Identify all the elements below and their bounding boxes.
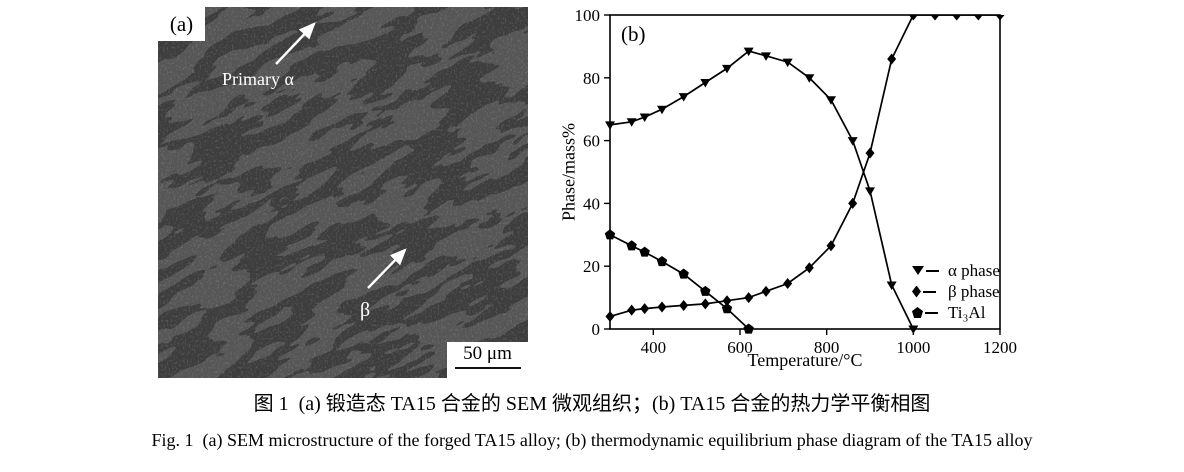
pentagon-icon xyxy=(912,307,923,318)
series-0-marker xyxy=(804,74,815,83)
diamond-icon xyxy=(912,285,921,298)
series-1-marker xyxy=(930,15,940,21)
y-tick-label: 0 xyxy=(592,320,601,339)
series-0-marker xyxy=(847,137,858,146)
series-2-marker xyxy=(721,303,733,314)
primary-alpha-label: Primary α xyxy=(222,69,294,89)
series-0-marker xyxy=(865,187,875,196)
legend-line xyxy=(925,311,938,314)
phase-diagram-plot: 400 600 800 1000 1200 0 20 40 60 80 100 xyxy=(575,6,1018,357)
beta-label: β xyxy=(360,299,370,321)
series-0-marker xyxy=(826,96,836,105)
legend-label: α phase xyxy=(948,260,1000,280)
plot-border xyxy=(609,14,1001,330)
series-2-marker xyxy=(656,255,668,267)
series-0-marker xyxy=(722,64,732,74)
sem-texture-image xyxy=(158,7,528,378)
x-axis-title: Temperature/°C xyxy=(747,350,863,370)
series-1-marker xyxy=(783,277,793,289)
series-0-marker xyxy=(886,281,897,291)
x-tick-label: 1200 xyxy=(983,338,1017,357)
y-tick-label: 80 xyxy=(583,69,600,88)
caption-chinese: 图 1 (a) 锻造态 TA15 合金的 SEM 微观组织；(b) TA15 合… xyxy=(253,393,931,415)
legend-entry-beta: β phase xyxy=(912,281,1000,302)
x-tick-label: 800 xyxy=(814,338,840,357)
beta-arrow xyxy=(367,248,407,289)
series-0-marker xyxy=(626,118,637,127)
series-0-marker xyxy=(678,93,689,102)
series-1-marker xyxy=(627,304,637,316)
series-line-0 xyxy=(609,50,915,330)
series-1-marker xyxy=(848,197,858,209)
series-1-marker xyxy=(657,301,667,313)
series-1-marker xyxy=(887,53,897,65)
panel-a-label: (a) xyxy=(158,7,205,41)
series-2-marker xyxy=(639,246,650,257)
legend-line xyxy=(926,269,939,272)
sem-annotations: Primary α β xyxy=(222,22,407,321)
y-tick-label: 100 xyxy=(575,6,601,25)
legend-entry-ti3al: Ti₃Al xyxy=(912,302,1000,323)
panel-b-label: (b) xyxy=(621,22,646,46)
triangle-down-icon xyxy=(912,266,924,275)
series-2-marker xyxy=(678,268,689,279)
y-tick-label: 60 xyxy=(583,132,600,151)
legend-entry-alpha: α phase xyxy=(912,260,1000,281)
series-1-marker xyxy=(722,295,732,307)
scale-bar-text: 50 μm xyxy=(463,343,512,364)
series-0-marker xyxy=(700,79,711,88)
x-tick-label: 1000 xyxy=(896,338,930,357)
series-1-marker xyxy=(761,285,771,297)
y-tick-label: 40 xyxy=(583,194,600,213)
series-1-marker xyxy=(973,15,983,21)
series-1-marker xyxy=(826,240,836,252)
series-1-marker xyxy=(679,299,689,311)
series-1-marker xyxy=(640,303,650,315)
y-axis-title: Phase/mass% xyxy=(558,123,579,221)
series-0-marker xyxy=(782,58,793,68)
caption-english: Fig. 1 (a) SEM microstructure of the for… xyxy=(151,430,1033,450)
series-1-marker xyxy=(744,292,754,304)
x-tick-label: 600 xyxy=(727,338,753,357)
sem-micrograph-panel: Primary α β (a) 50 μm xyxy=(158,7,528,378)
scale-bar-line xyxy=(454,367,521,369)
series-0-marker xyxy=(743,47,754,57)
legend-label: Ti₃Al xyxy=(948,302,986,322)
legend: α phase β phase Ti₃Al xyxy=(912,260,1000,323)
series-1-marker xyxy=(952,15,962,21)
series-0-marker xyxy=(639,113,650,123)
legend-line xyxy=(923,290,936,293)
series-2-marker xyxy=(626,240,637,251)
series-1-marker xyxy=(865,147,875,159)
primary-alpha-arrow xyxy=(275,22,316,65)
series-1-marker xyxy=(908,15,918,21)
y-tick-label: 20 xyxy=(583,257,600,276)
scale-bar: 50 μm xyxy=(447,342,528,378)
series-2-marker xyxy=(700,285,711,296)
phase-diagram-panel: 400 600 800 1000 1200 0 20 40 60 80 100 (b) Phase/… xyxy=(555,0,1020,375)
series-0-marker xyxy=(657,105,667,115)
x-tick-label: 400 xyxy=(641,338,667,357)
legend-label: β phase xyxy=(948,281,1000,301)
series-1-marker xyxy=(700,298,710,310)
series-0-marker xyxy=(761,52,771,61)
